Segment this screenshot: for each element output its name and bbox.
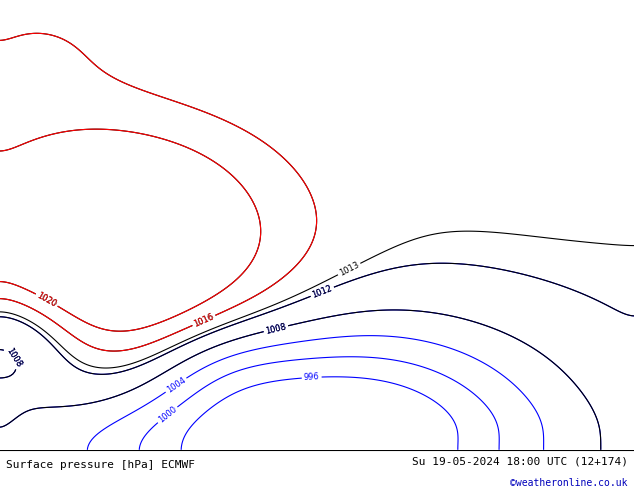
Text: 1008: 1008 [4, 346, 23, 368]
Text: 1016: 1016 [192, 312, 216, 329]
Text: 1013: 1013 [338, 260, 361, 278]
Text: 996: 996 [304, 372, 320, 382]
Text: Su 19-05-2024 18:00 UTC (12+174): Su 19-05-2024 18:00 UTC (12+174) [411, 456, 628, 466]
Text: 1008: 1008 [264, 322, 287, 336]
Text: 1020: 1020 [36, 291, 58, 309]
Text: 1012: 1012 [311, 284, 333, 300]
Text: ©weatheronline.co.uk: ©weatheronline.co.uk [510, 478, 628, 488]
Text: 1008: 1008 [264, 322, 287, 336]
Text: 1004: 1004 [165, 375, 187, 394]
Text: 1020: 1020 [36, 291, 58, 309]
Text: 1012: 1012 [311, 284, 333, 300]
Text: Surface pressure [hPa] ECMWF: Surface pressure [hPa] ECMWF [6, 460, 195, 470]
Text: 1016: 1016 [192, 312, 216, 329]
Text: 1000: 1000 [157, 405, 179, 425]
Text: 1008: 1008 [4, 346, 23, 368]
